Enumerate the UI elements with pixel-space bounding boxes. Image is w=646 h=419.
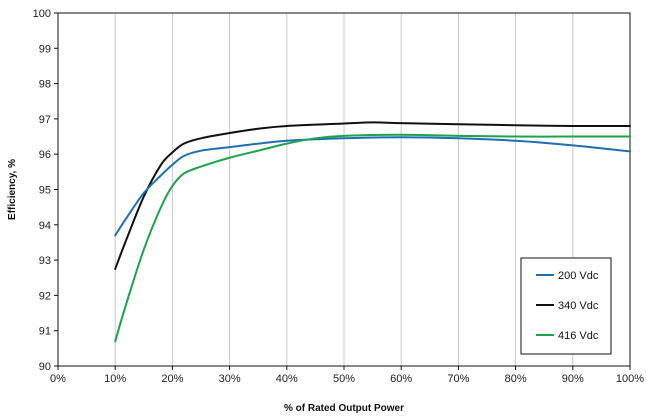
legend-label-200-vdc: 200 Vdc (558, 270, 599, 282)
legend-label-340-vdc: 340 Vdc (558, 300, 599, 312)
y-tick-label: 96 (39, 149, 51, 161)
y-axis-title: Efficiency, % (7, 159, 18, 220)
x-tick-label: 40% (276, 373, 298, 385)
x-tick-label: 70% (447, 373, 469, 385)
x-axis-title: % of Rated Output Power (284, 403, 404, 414)
x-tick-label: 0% (50, 373, 66, 385)
x-tick-label: 50% (333, 373, 355, 385)
series-line-200-vdc (114, 136, 631, 237)
grid-lines (114, 13, 574, 366)
series-line-416-vdc (114, 133, 631, 343)
x-tick-label: 80% (505, 373, 527, 385)
legend-label-416-vdc: 416 Vdc (558, 330, 599, 342)
x-tick-label: 10% (104, 373, 126, 385)
x-tick-label: 60% (390, 373, 412, 385)
legend: 200 Vdc 340 Vdc 416 Vdc (520, 257, 612, 355)
y-tick-label: 92 (39, 290, 51, 302)
y-tick-label: 90 (39, 361, 51, 373)
x-tick-label: 90% (562, 373, 584, 385)
x-tick-label: 30% (219, 373, 241, 385)
y-tick-label: 97 (39, 114, 51, 126)
x-tick-label: 20% (161, 373, 183, 385)
y-tick-label: 91 (39, 326, 51, 338)
y-tick-label: 94 (39, 220, 51, 232)
y-tick-label: 95 (39, 185, 51, 197)
y-tick-label: 93 (39, 255, 51, 267)
axis-ticks: 0% 10% 20% 30% 40% 50% 60% 70% 80% 90% 100% 90 91 92 9… (33, 8, 645, 385)
x-tick-label: 100% (616, 373, 644, 385)
y-tick-label: 100 (33, 8, 51, 20)
series-line-340-vdc (114, 121, 631, 270)
y-tick-label: 98 (39, 79, 51, 91)
y-tick-label: 99 (39, 43, 51, 55)
series-lines (114, 121, 631, 343)
